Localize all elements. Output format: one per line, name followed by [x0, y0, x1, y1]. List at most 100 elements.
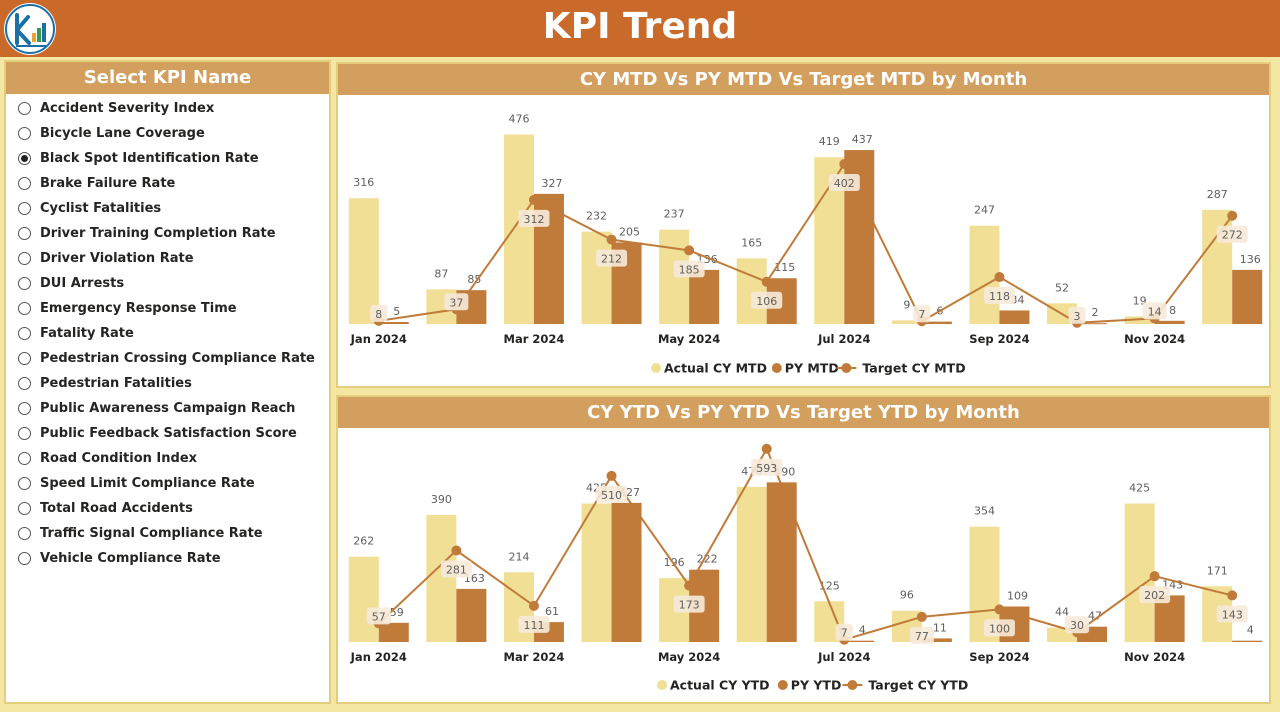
x-axis-tick-label: May 2024	[658, 650, 720, 664]
actual-data-label: 237	[664, 208, 685, 221]
radio-button[interactable]	[18, 502, 31, 515]
kpi-option[interactable]: Fatality Rate	[18, 321, 315, 346]
target-point	[684, 245, 695, 256]
target-data-label: 106	[756, 295, 777, 308]
target-point	[994, 272, 1005, 283]
kpi-option[interactable]: Driver Training Completion Rate	[18, 221, 315, 246]
kpi-option[interactable]: Public Awareness Campaign Reach	[18, 396, 315, 421]
radio-button[interactable]	[18, 477, 31, 490]
actual-data-label: 316	[353, 176, 374, 189]
kpi-option-label: Road Condition Index	[40, 451, 198, 466]
py-bar	[844, 640, 875, 642]
target-point	[1149, 571, 1160, 582]
target-label-bg	[1065, 616, 1090, 634]
radio-button[interactable]	[18, 527, 31, 540]
kpi-option[interactable]: Accident Severity Index	[18, 96, 315, 121]
target-data-label: 37	[449, 296, 463, 309]
target-point	[606, 470, 617, 481]
kpi-option-label: Black Spot Identification Rate	[40, 151, 259, 166]
legend-target-label: Target CY YTD	[868, 678, 968, 693]
radio-button[interactable]	[18, 277, 31, 290]
kpi-option[interactable]: Traffic Signal Compliance Rate	[18, 521, 315, 546]
kpi-option[interactable]: Vehicle Compliance Rate	[18, 546, 315, 571]
actual-data-label: 52	[1055, 281, 1069, 294]
target-label-bg	[518, 615, 550, 633]
radio-button[interactable]	[18, 227, 31, 240]
py-bar	[1077, 323, 1108, 325]
py-bar	[378, 322, 409, 324]
radio-button[interactable]	[18, 452, 31, 465]
py-data-label: 327	[541, 177, 562, 190]
radio-button[interactable]	[18, 252, 31, 265]
radio-button[interactable]	[18, 127, 31, 140]
actual-data-label: 262	[353, 535, 374, 548]
target-data-label: 281	[446, 563, 467, 576]
actual-bar	[581, 231, 612, 324]
x-axis-tick-label: Jan 2024	[350, 650, 407, 664]
target-line	[378, 446, 1233, 641]
radio-button[interactable]	[18, 302, 31, 315]
legend-actual-label: Actual CY MTD	[664, 361, 767, 376]
target-data-label: 272	[1222, 229, 1243, 242]
actual-data-label: 9	[903, 298, 910, 311]
py-bar	[766, 482, 797, 642]
target-label-bg	[751, 291, 783, 309]
target-label-bg	[596, 485, 628, 503]
kpi-option-label: Accident Severity Index	[40, 101, 215, 116]
kpi-option[interactable]: Black Spot Identification Rate	[18, 146, 315, 171]
kpi-option[interactable]: Emergency Response Time	[18, 296, 315, 321]
radio-button[interactable]	[18, 152, 31, 165]
kpi-option[interactable]: Road Condition Index	[18, 446, 315, 471]
page-title: KPI Trend	[542, 6, 738, 47]
radio-button[interactable]	[18, 352, 31, 365]
actual-bar	[426, 514, 457, 642]
target-point	[1227, 210, 1238, 221]
actual-data-label: 476	[508, 113, 529, 126]
py-data-label: 47	[1088, 610, 1102, 623]
target-data-label: 312	[523, 213, 544, 226]
py-bar	[456, 588, 487, 642]
radio-button[interactable]	[18, 202, 31, 215]
radio-button[interactable]	[18, 427, 31, 440]
x-axis-tick-label: Jan 2024	[350, 332, 407, 346]
kpi-option[interactable]: Public Feedback Satisfaction Score	[18, 421, 315, 446]
kpi-option[interactable]: Pedestrian Fatalities	[18, 371, 315, 396]
kpi-option[interactable]: Bicycle Lane Coverage	[18, 121, 315, 146]
target-label-bg	[673, 260, 705, 278]
radio-button[interactable]	[18, 102, 31, 115]
target-data-label: 173	[679, 599, 700, 612]
legend-actual-label: Actual CY YTD	[670, 678, 770, 693]
target-data-label: 593	[756, 462, 777, 475]
radio-button[interactable]	[18, 177, 31, 190]
py-data-label: 136	[1240, 253, 1261, 266]
py-bar	[1232, 269, 1263, 324]
py-data-label: 2	[1092, 306, 1099, 319]
kpi-option[interactable]: Total Road Accidents	[18, 496, 315, 521]
actual-data-label: 425	[1129, 482, 1150, 495]
kpi-option[interactable]: Speed Limit Compliance Rate	[18, 471, 315, 496]
radio-button[interactable]	[18, 552, 31, 565]
target-label-bg	[440, 560, 472, 578]
kpi-option[interactable]: Pedestrian Crossing Compliance Rate	[18, 346, 315, 371]
legend-py-label: PY YTD	[791, 678, 842, 693]
kpi-option[interactable]: Cyclist Fatalities	[18, 196, 315, 221]
target-point	[839, 159, 850, 170]
target-data-label: 7	[841, 627, 848, 640]
kpi-option[interactable]: Driver Violation Rate	[18, 246, 315, 271]
actual-data-label: 247	[974, 204, 995, 217]
target-data-label: 7	[918, 308, 925, 321]
actual-data-label: 287	[1207, 188, 1228, 201]
radio-button[interactable]	[18, 327, 31, 340]
radio-button[interactable]	[18, 402, 31, 415]
kpi-option-label: DUI Arrests	[40, 276, 125, 291]
kpi-option[interactable]: DUI Arrests	[18, 271, 315, 296]
x-axis-tick-label: May 2024	[658, 332, 720, 346]
radio-button[interactable]	[18, 377, 31, 390]
target-label-bg	[828, 174, 860, 192]
target-data-label: 111	[523, 619, 544, 632]
py-data-label: 61	[545, 605, 559, 618]
kpi-option[interactable]: Brake Failure Rate	[18, 171, 315, 196]
target-point	[528, 600, 539, 611]
actual-data-label: 171	[1207, 564, 1228, 577]
actual-bar	[736, 486, 767, 642]
